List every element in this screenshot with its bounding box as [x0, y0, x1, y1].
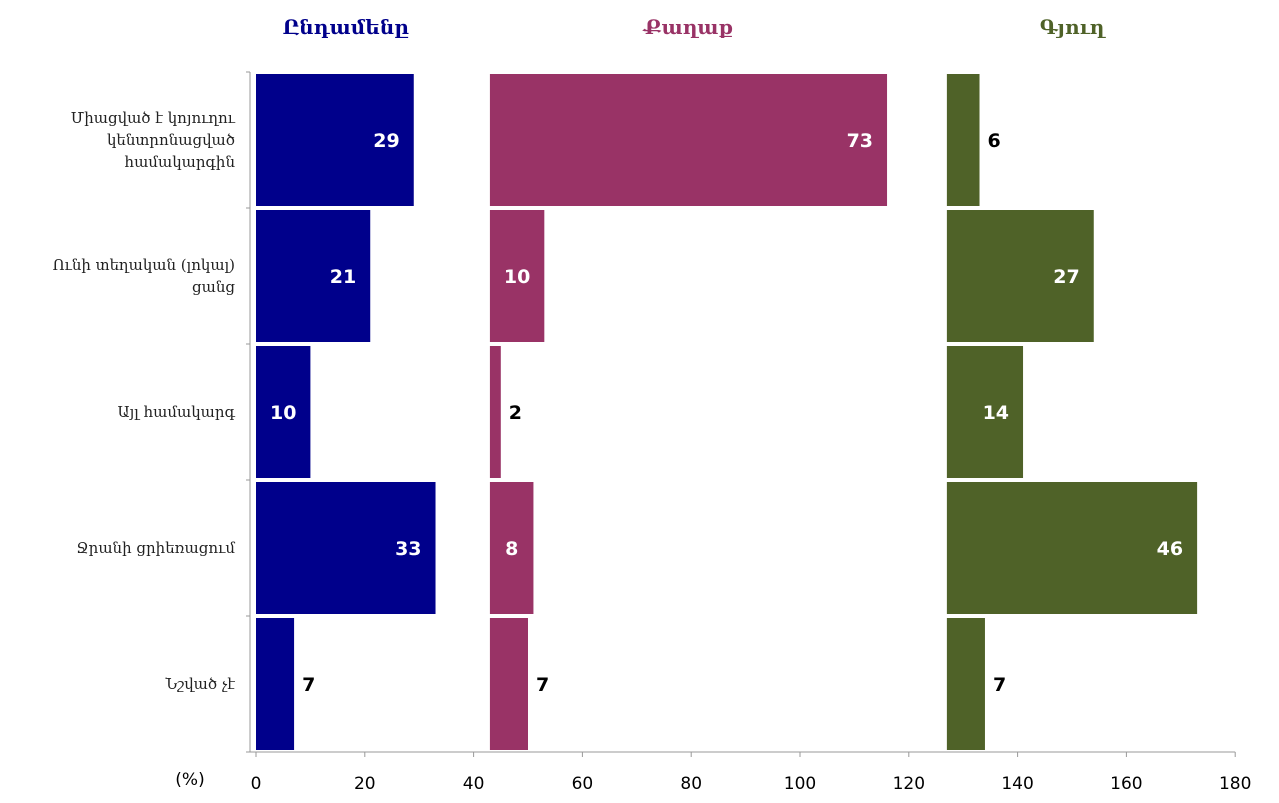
- category-label-line: Միացված է կոյուղու: [70, 109, 235, 127]
- bar: [256, 74, 414, 206]
- category-label-line: Այլ համակարգ: [117, 403, 235, 421]
- x-tick-label: 100: [784, 774, 816, 794]
- data-label: 10: [270, 402, 296, 424]
- x-tick-label: 80: [680, 774, 702, 794]
- bar: [946, 482, 1198, 614]
- category-label: Ունի տեղական (լոկալ) ցանց: [0, 254, 235, 298]
- bar: [256, 618, 295, 750]
- data-label: 2: [509, 402, 522, 424]
- x-tick-label: 0: [251, 774, 262, 794]
- data-label: 46: [1157, 538, 1183, 560]
- data-label: 21: [330, 266, 356, 288]
- data-label: 14: [983, 402, 1009, 424]
- category-label-line: ցանց: [191, 278, 235, 296]
- bar: [256, 346, 311, 478]
- bar: [946, 210, 1094, 342]
- data-label: 7: [302, 674, 315, 696]
- data-label: 6: [988, 130, 1001, 152]
- category-label: Ջրանի ցրիեռացում: [0, 537, 235, 559]
- bar: [489, 618, 528, 750]
- x-tick-label: 20: [354, 774, 376, 794]
- category-label-line: Ունի տեղական (լոկալ): [52, 256, 235, 274]
- data-label: 33: [395, 538, 421, 560]
- category-label-line: համակարգին: [124, 153, 235, 171]
- x-tick-label: 40: [463, 774, 485, 794]
- unit-label: (%): [175, 770, 204, 790]
- category-label: Այլ համակարգ: [0, 401, 235, 423]
- data-label: 10: [504, 266, 530, 288]
- bar: [946, 74, 980, 206]
- bar: [489, 74, 888, 206]
- data-label: 27: [1053, 266, 1079, 288]
- category-label: Միացված է կոյուղու կենտրոնացված համակարգին: [0, 107, 235, 173]
- x-tick-label: 120: [893, 774, 925, 794]
- data-label: 8: [505, 538, 518, 560]
- bar: [256, 482, 436, 614]
- bar: [946, 346, 1024, 478]
- data-label: 7: [536, 674, 549, 696]
- series-header: Ընդամենը: [283, 15, 410, 39]
- bar: [489, 346, 501, 478]
- bar: [946, 618, 985, 750]
- category-label: Նշված չէ: [0, 673, 235, 695]
- x-tick-label: 180: [1219, 774, 1251, 794]
- x-tick-label: 160: [1110, 774, 1142, 794]
- category-label-line: կենտրոնացված: [106, 131, 235, 149]
- data-label: 29: [373, 130, 399, 152]
- bar: [256, 210, 371, 342]
- x-tick-label: 140: [1001, 774, 1033, 794]
- bar: [489, 482, 534, 614]
- category-label-line: Նշված չէ: [165, 675, 235, 693]
- category-label-line: Ջրանի ցրիեռացում: [76, 539, 235, 557]
- data-label: 73: [847, 130, 873, 152]
- series-header: Քաղաք: [642, 15, 733, 39]
- x-tick-label: 60: [572, 774, 594, 794]
- series-header: Գյուղ: [1040, 15, 1107, 39]
- data-label: 7: [993, 674, 1006, 696]
- bar: [489, 210, 545, 342]
